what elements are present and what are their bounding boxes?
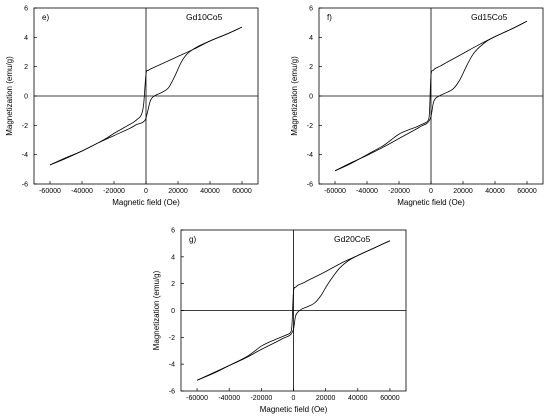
branch-ascending — [196, 240, 391, 381]
y-tick-label: 6 — [171, 228, 175, 235]
y-tick-label: -4 — [307, 152, 313, 159]
y-tick-label: 6 — [24, 6, 28, 13]
branch-ascending — [334, 20, 528, 172]
x-axis-label: Magnetic field (Oe) — [112, 198, 180, 207]
panel-letter: e) — [42, 13, 49, 22]
x-tick-label: -40000 — [218, 395, 240, 402]
panel-letter: f) — [327, 13, 332, 22]
chart-panel: -60000 -40000 -20000 0 20000 40000 60000 -6 -4 -2… — [5, 6, 259, 207]
x-tick-label: -60000 — [324, 188, 346, 195]
branch-descending — [196, 240, 391, 381]
y-tick-label: -6 — [22, 182, 28, 189]
y-axis-label: Magnetization (emu/g) — [290, 56, 299, 136]
x-tick-label: -40000 — [71, 188, 93, 195]
x-tick-label: 40000 — [200, 188, 220, 195]
x-tick-label: 40000 — [348, 395, 368, 402]
panel-title: Gd20Co5 — [334, 234, 371, 244]
y-axis-label: Magnetization (emu/g) — [5, 56, 14, 136]
chart-panel: -60000 -40000 -20000 0 20000 40000 60000 -6 -4 -2… — [290, 6, 544, 207]
y-tick-label: 4 — [24, 35, 28, 42]
x-tick-label: -60000 — [186, 395, 208, 402]
x-tick-label: -20000 — [250, 395, 272, 402]
branch-descending — [334, 20, 528, 172]
y-tick-label: -2 — [22, 123, 28, 130]
y-tick-label: 4 — [171, 254, 175, 261]
y-tick-label: -4 — [22, 152, 28, 159]
x-tick-label: 20000 — [453, 188, 473, 195]
branch-descending — [49, 26, 243, 166]
y-tick-label: 0 — [24, 94, 28, 101]
x-tick-label: 40000 — [485, 188, 505, 195]
x-tick-label: 60000 — [517, 188, 537, 195]
x-tick-label: 20000 — [168, 188, 188, 195]
y-tick-label: 4 — [309, 35, 313, 42]
y-axis-label: Magnetization (emu/g) — [152, 270, 161, 350]
x-tick-label: -60000 — [39, 188, 61, 195]
chart-panel: -60000 -40000 -20000 0 20000 40000 60000 -6 -4 -2… — [152, 228, 407, 414]
x-tick-label: 0 — [429, 188, 433, 195]
panel-title: Gd15Co5 — [471, 12, 508, 22]
y-tick-label: -6 — [169, 389, 175, 396]
x-tick-label: 60000 — [232, 188, 252, 195]
x-tick-label: 60000 — [380, 395, 400, 402]
y-tick-label: 2 — [171, 281, 175, 288]
y-tick-label: 2 — [24, 64, 28, 71]
y-tick-label: 6 — [309, 6, 313, 13]
y-tick-label: 0 — [309, 94, 313, 101]
y-tick-label: -4 — [169, 362, 175, 369]
y-tick-label: 2 — [309, 64, 313, 71]
y-tick-label: -2 — [169, 335, 175, 342]
panel-title: Gd10Co5 — [186, 12, 223, 22]
x-tick-label: -20000 — [103, 188, 125, 195]
x-axis-label: Magnetic field (Oe) — [397, 198, 465, 207]
x-tick-label: 0 — [292, 395, 296, 402]
x-tick-label: 0 — [144, 188, 148, 195]
x-axis-label: Magnetic field (Oe) — [260, 405, 328, 414]
x-tick-label: -20000 — [388, 188, 410, 195]
x-tick-label: 20000 — [316, 395, 336, 402]
y-tick-label: 0 — [171, 308, 175, 315]
y-tick-label: -6 — [307, 182, 313, 189]
x-tick-label: -40000 — [356, 188, 378, 195]
panel-letter: g) — [189, 235, 196, 244]
y-tick-label: -2 — [307, 123, 313, 130]
